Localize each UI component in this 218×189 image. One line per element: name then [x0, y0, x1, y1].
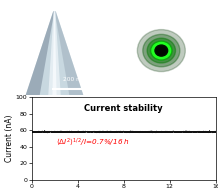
Circle shape [143, 34, 180, 67]
Circle shape [157, 46, 166, 55]
Circle shape [137, 30, 185, 72]
Text: Single spot: Single spot [141, 5, 186, 11]
Polygon shape [55, 12, 85, 100]
Text: 200 nm: 200 nm [63, 77, 85, 82]
Circle shape [155, 45, 168, 56]
Text: 2 cm: 2 cm [186, 77, 201, 82]
Text: LaB$_6$ nanoneedle: LaB$_6$ nanoneedle [5, 5, 73, 15]
Text: $\langle\Delta I^2\rangle^{1/2}$/$I$=0.7%/16 h: $\langle\Delta I^2\rangle^{1/2}$/$I$=0.7… [56, 136, 130, 149]
Y-axis label: Current (nA): Current (nA) [5, 115, 14, 162]
Polygon shape [24, 12, 54, 100]
Circle shape [150, 41, 172, 60]
Polygon shape [48, 12, 61, 100]
Circle shape [152, 43, 171, 59]
Polygon shape [52, 12, 57, 100]
Polygon shape [24, 12, 85, 100]
Text: Current stability: Current stability [84, 104, 163, 113]
Circle shape [147, 38, 175, 63]
Circle shape [152, 43, 171, 59]
